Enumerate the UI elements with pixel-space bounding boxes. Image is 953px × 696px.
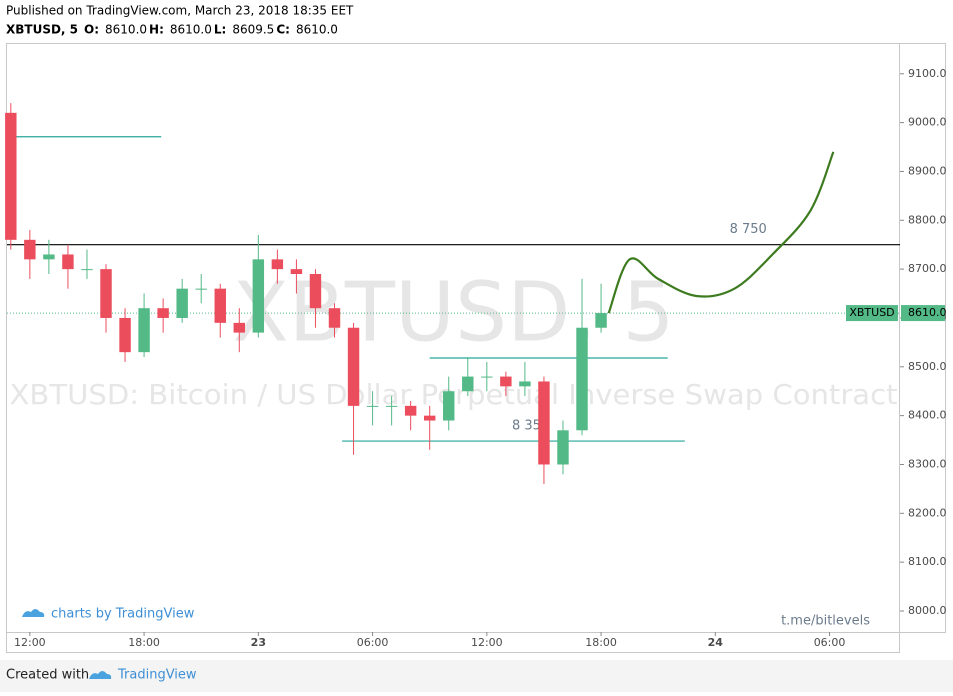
candle-body <box>404 405 417 416</box>
y-tick-label: 8100.0 <box>908 555 947 568</box>
ohlc-value: 8610.0 <box>296 23 338 37</box>
price-axis <box>899 43 946 633</box>
candle-body <box>423 415 436 421</box>
candle-body <box>138 308 150 353</box>
y-tick-label: 8900.0 <box>908 164 947 177</box>
y-tick-label: 9100.0 <box>908 67 947 80</box>
ohlc-value: 8610.0 <box>170 23 212 37</box>
level-label: 8 750 <box>730 222 767 237</box>
candle-body <box>462 376 474 392</box>
x-tick-label: 06:00 <box>814 636 846 649</box>
candle-body <box>576 327 588 431</box>
ohlc-label: L: <box>214 23 226 37</box>
candle-body <box>595 313 607 328</box>
y-tick-label: 8200.0 <box>908 506 947 519</box>
branding: charts by TradingView <box>51 607 195 622</box>
ohlc-label: C: <box>276 23 290 37</box>
candle-body <box>62 254 74 270</box>
x-tick-label: 24 <box>708 636 724 649</box>
candle-body <box>5 112 17 240</box>
candle-body <box>366 405 379 407</box>
footer-brand[interactable]: TradingView <box>117 668 197 683</box>
candle-body <box>538 381 550 465</box>
y-tick-label: 8800.0 <box>908 213 947 226</box>
x-tick-label: 18:00 <box>128 636 160 649</box>
candle-body <box>385 405 398 407</box>
candle-body <box>290 269 303 275</box>
ohlc-label: O: <box>84 23 99 37</box>
x-tick-label: 06:00 <box>357 636 389 649</box>
y-tick-label: 8700.0 <box>908 262 947 275</box>
time-axis <box>6 632 900 653</box>
symbol-tag-label: XBTUSD <box>849 306 894 319</box>
candle-body <box>119 317 131 353</box>
candle-body <box>157 308 169 318</box>
x-tick-label: 12:00 <box>14 636 46 649</box>
branding-logo <box>22 609 45 617</box>
candle-body <box>557 430 569 465</box>
price-tag <box>901 305 945 322</box>
published: Published on TradingView.com, March 23, … <box>6 4 354 18</box>
y-tick-label: 8000.0 <box>908 604 947 617</box>
footer-bar <box>0 660 953 692</box>
candle-body <box>271 259 284 270</box>
candle-body <box>24 239 36 260</box>
candle-body <box>233 322 246 333</box>
y-tick-label: 8500.0 <box>908 360 947 373</box>
candle-body <box>519 381 531 387</box>
candle-body <box>100 269 112 318</box>
ohlc-value: 8609.5 <box>232 23 274 37</box>
symbol-tag <box>846 305 898 322</box>
candle-body <box>328 308 341 328</box>
candle-body <box>81 269 93 271</box>
x-tick-label: 18:00 <box>585 636 617 649</box>
candle-body <box>176 288 188 318</box>
projection-line <box>607 151 835 314</box>
candle-body <box>500 376 512 387</box>
footer-created: Created with <box>6 668 89 683</box>
candle-body <box>347 327 360 406</box>
candle-body <box>43 254 55 260</box>
candle-body <box>443 391 455 421</box>
ohlc-header: XBTUSD, 5 O: 8610.0 H: 8610.0 L: 8609.5 C: 8610.… <box>6 23 338 37</box>
ohlc-value: 8610.0 <box>105 23 147 37</box>
ohlc-label: H: <box>149 23 164 37</box>
candle-body <box>214 288 226 323</box>
candle-body <box>195 288 207 290</box>
y-tick-label: 8400.0 <box>908 409 947 422</box>
footer-logo <box>89 671 112 679</box>
price-tag-label: 8610.0 <box>908 306 947 319</box>
credit: t.me/bitlevels <box>781 614 870 629</box>
candle-body <box>252 259 265 333</box>
candle-body <box>309 274 322 309</box>
y-tick-label: 9000.0 <box>908 116 947 129</box>
symbol: XBTUSD, 5 <box>6 23 78 37</box>
y-tick-label: 8300.0 <box>908 457 947 470</box>
candle-body <box>481 376 493 378</box>
x-tick-label: 23 <box>251 636 266 649</box>
x-tick-label: 12:00 <box>471 636 503 649</box>
